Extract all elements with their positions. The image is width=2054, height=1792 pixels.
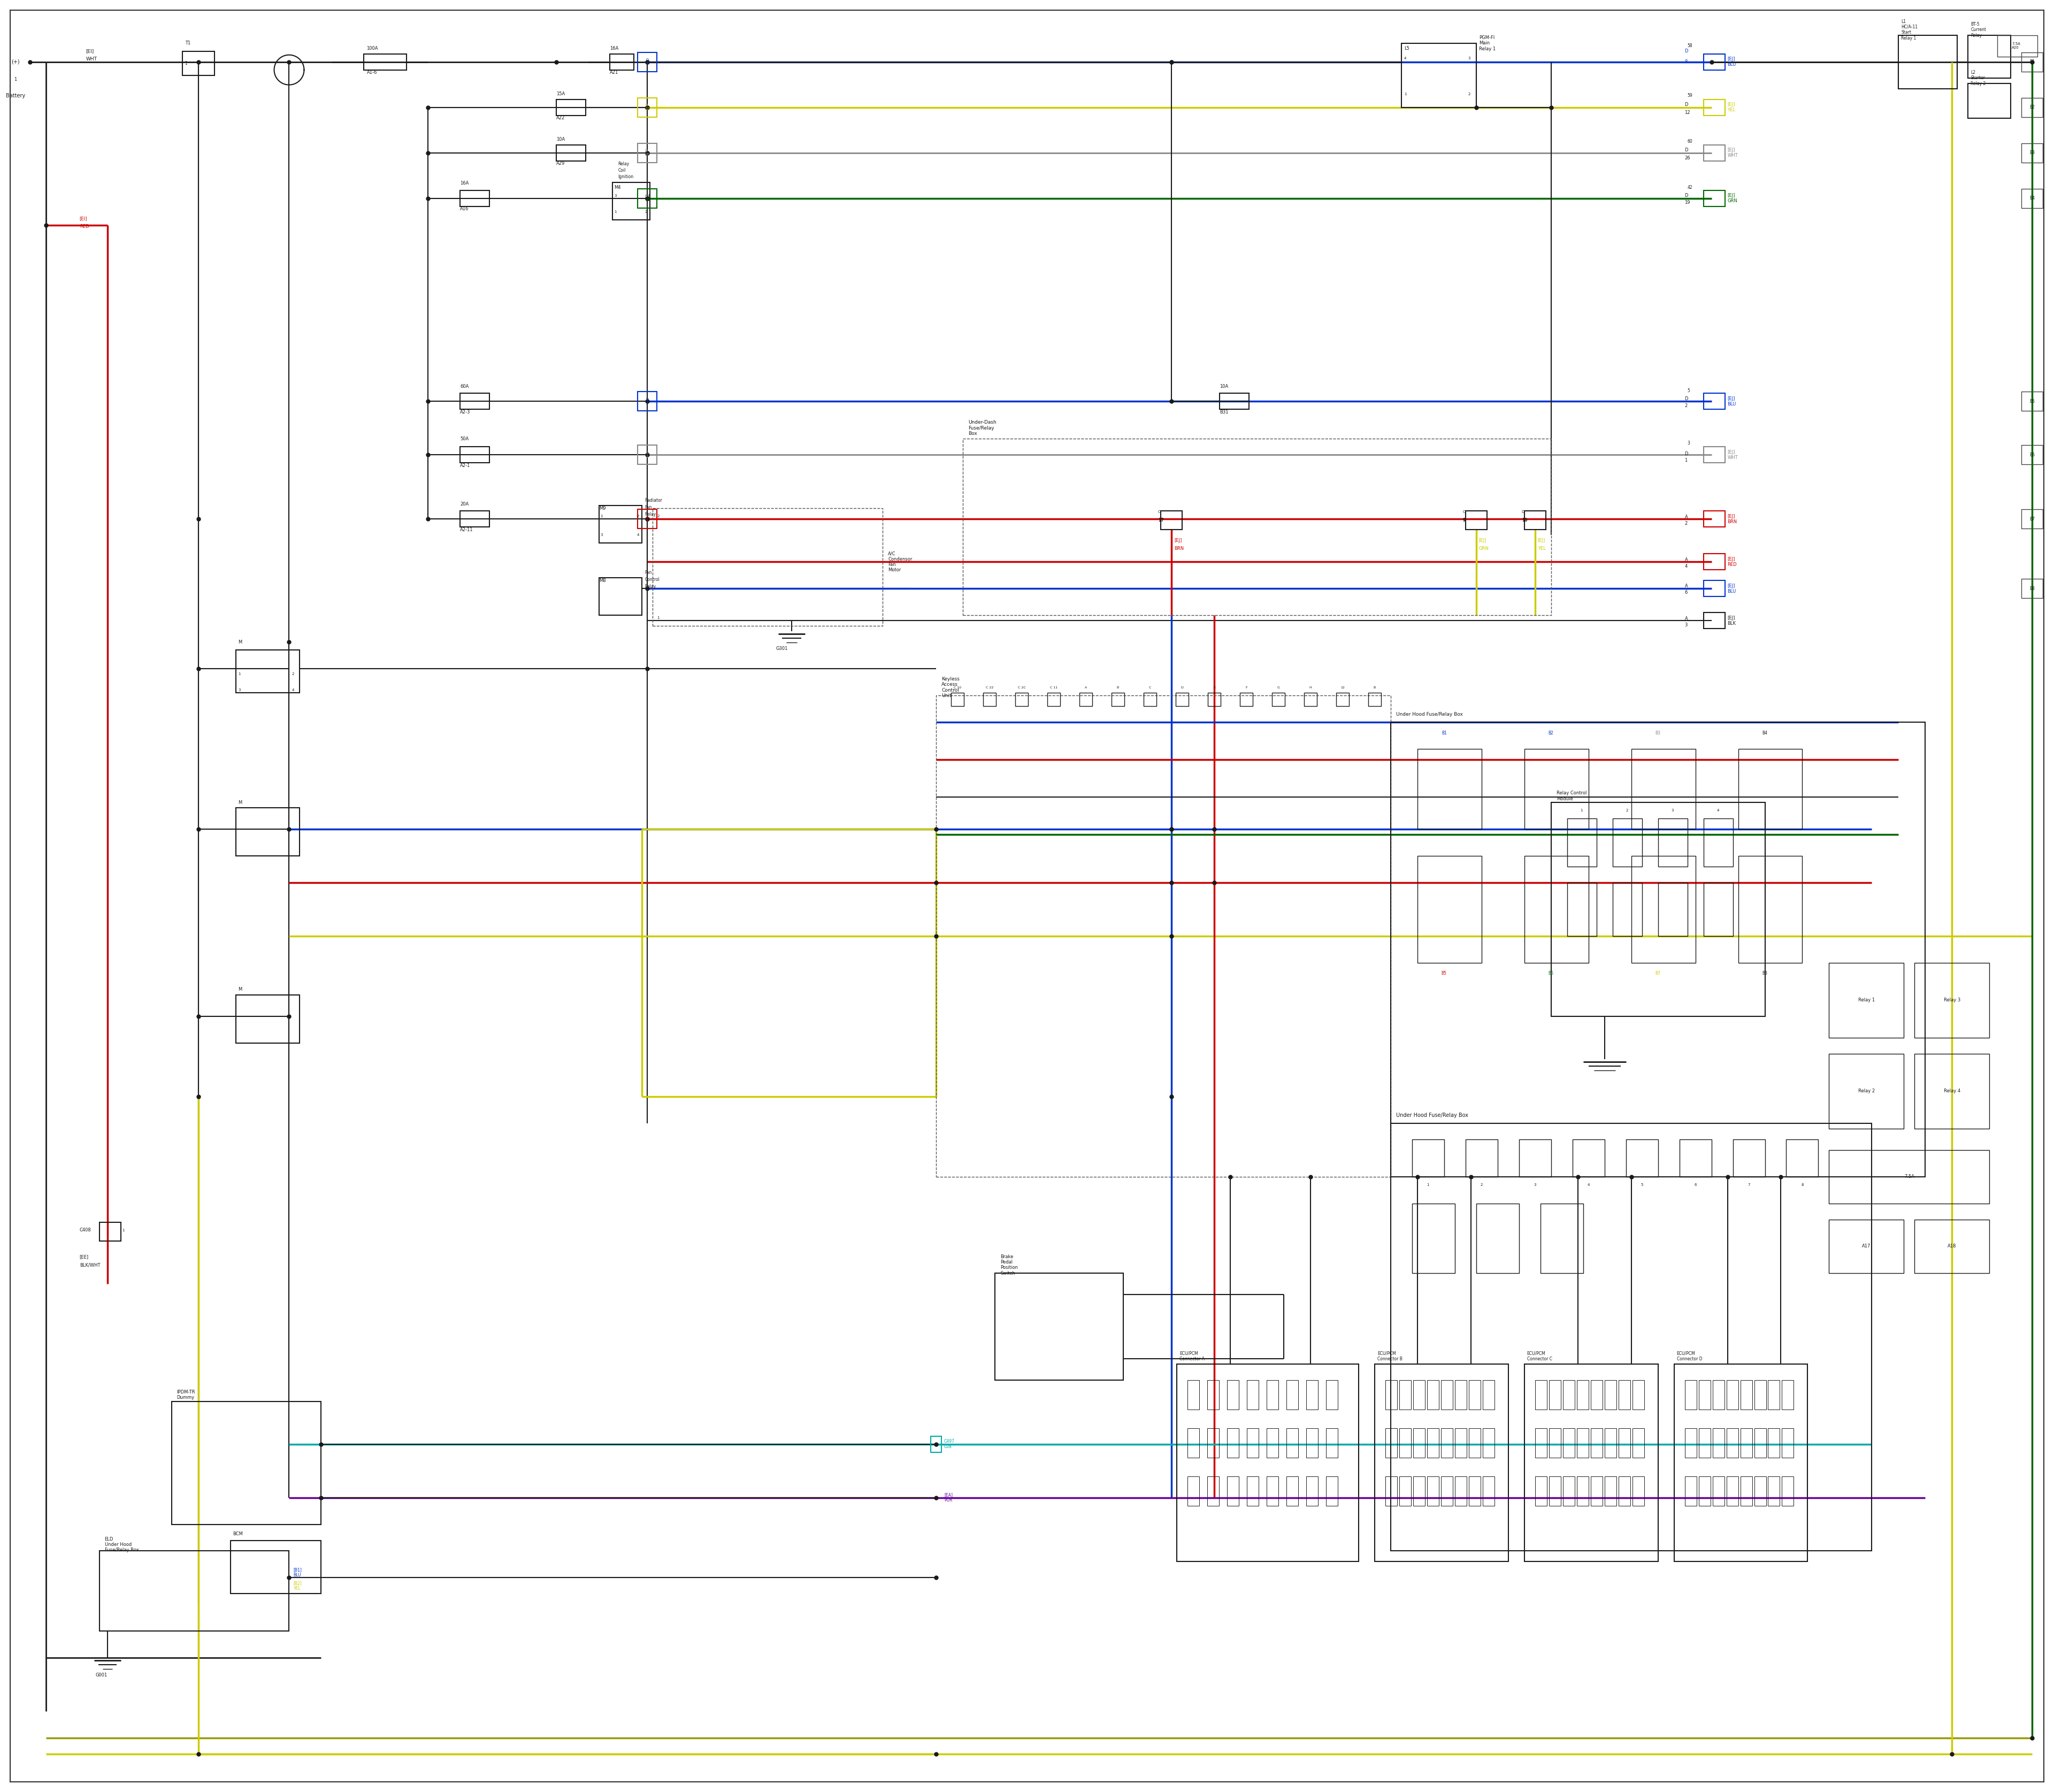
Bar [1384, 1477, 1397, 1505]
Bar [1703, 554, 1725, 570]
Bar [1483, 1477, 1495, 1505]
Text: [B1]
BLU: [B1] BLU [294, 1568, 302, 1577]
Bar [1271, 694, 1284, 706]
Bar [1208, 1428, 1218, 1457]
Bar [1619, 1477, 1631, 1505]
Bar [1327, 1380, 1337, 1409]
Bar [2021, 52, 2044, 72]
Bar [236, 995, 300, 1043]
Text: M: M [238, 987, 242, 993]
Bar [637, 188, 657, 208]
Bar [1534, 1428, 1547, 1457]
Bar [1631, 857, 1695, 962]
Bar [1738, 857, 1801, 962]
Text: 1: 1 [1684, 457, 1688, 462]
Text: ECU/PCM
Connector A: ECU/PCM Connector A [1179, 1351, 1204, 1362]
Text: M8: M8 [600, 579, 606, 582]
Text: T1: T1 [185, 41, 191, 45]
Text: 16A: 16A [460, 181, 468, 186]
Bar [1754, 1428, 1766, 1457]
Bar [2021, 188, 2044, 208]
Bar [1590, 1477, 1602, 1505]
Bar [1267, 1428, 1278, 1457]
Bar [460, 190, 489, 206]
Text: G001: G001 [97, 1672, 107, 1677]
Bar [637, 52, 657, 72]
Text: 3: 3 [1686, 441, 1690, 446]
Text: M: M [238, 640, 242, 645]
Bar [99, 1552, 290, 1631]
Text: D: D [1684, 396, 1688, 401]
Bar [1187, 1380, 1200, 1409]
Bar [1768, 1477, 1781, 1505]
Bar [1703, 446, 1725, 462]
Text: Relay 4: Relay 4 [1943, 1090, 1960, 1093]
Bar [1703, 581, 1725, 597]
Bar [1563, 1380, 1575, 1409]
Text: 1: 1 [1428, 1183, 1430, 1186]
Bar [1734, 1140, 1764, 1177]
Text: 12: 12 [1684, 111, 1690, 115]
Bar [1684, 1380, 1697, 1409]
Text: 3: 3 [1534, 1183, 1536, 1186]
Bar [1465, 511, 1487, 530]
Bar [1454, 1428, 1467, 1457]
Text: 7: 7 [1748, 1183, 1750, 1186]
Text: BRN: BRN [1175, 547, 1183, 550]
Text: 4: 4 [1405, 57, 1407, 59]
Text: 26: 26 [1684, 156, 1690, 161]
Text: Relay: Relay [645, 584, 655, 590]
Bar [1713, 1380, 1723, 1409]
Bar [1996, 36, 2038, 57]
Bar [1699, 1380, 1711, 1409]
Bar [1327, 1477, 1337, 1505]
Text: A2-1: A2-1 [460, 462, 470, 468]
Bar [1727, 1428, 1738, 1457]
Bar [1411, 1204, 1454, 1272]
Text: Relay 1: Relay 1 [1859, 998, 1875, 1004]
Text: [EJ]
RED: [EJ] RED [1727, 557, 1738, 566]
Text: Under Hood Fuse/Relay Box: Under Hood Fuse/Relay Box [1397, 1113, 1469, 1118]
Bar [99, 1222, 121, 1240]
Bar [1631, 749, 1695, 830]
Text: M: M [238, 799, 242, 805]
Text: D: D [1684, 147, 1688, 152]
Text: D
1: D 1 [645, 452, 649, 459]
Text: 59: 59 [1686, 93, 1692, 99]
Bar [1633, 1380, 1643, 1409]
Text: D
26: D 26 [645, 149, 649, 156]
Text: 4: 4 [1588, 1183, 1590, 1186]
Bar [937, 695, 1391, 1177]
Bar [1740, 1428, 1752, 1457]
Text: 60A: 60A [460, 383, 468, 389]
Bar [1968, 82, 2011, 118]
Text: D
8: D 8 [645, 59, 649, 65]
Bar [1740, 1380, 1752, 1409]
Text: B7: B7 [1656, 971, 1660, 977]
Bar [2021, 509, 2044, 529]
Text: 3: 3 [238, 688, 240, 692]
Text: ECU/PCM
Connector D: ECU/PCM Connector D [1676, 1351, 1703, 1362]
Bar [1384, 1428, 1397, 1457]
Bar [1577, 1428, 1588, 1457]
Bar [1828, 962, 1904, 1038]
Text: 58: 58 [1686, 43, 1692, 48]
Bar [1483, 1428, 1495, 1457]
Text: D: D [1522, 511, 1524, 514]
Bar [1399, 1477, 1411, 1505]
Bar [1703, 613, 1725, 629]
Bar [1368, 694, 1380, 706]
Bar [1828, 1054, 1904, 1129]
Bar [637, 392, 657, 410]
Bar [1604, 1428, 1616, 1457]
Text: 1: 1 [1405, 93, 1407, 95]
Bar [930, 1435, 941, 1452]
Text: [EJ]
BLU: [EJ] BLU [1727, 584, 1736, 593]
Text: A1-6: A1-6 [368, 70, 378, 75]
Bar [1454, 1477, 1467, 1505]
Bar [1187, 1428, 1200, 1457]
Bar [1658, 883, 1686, 935]
Bar [984, 694, 996, 706]
Text: C 11: C 11 [1050, 686, 1058, 688]
Text: PGM-FI
Main
Relay 1: PGM-FI Main Relay 1 [1479, 36, 1495, 52]
